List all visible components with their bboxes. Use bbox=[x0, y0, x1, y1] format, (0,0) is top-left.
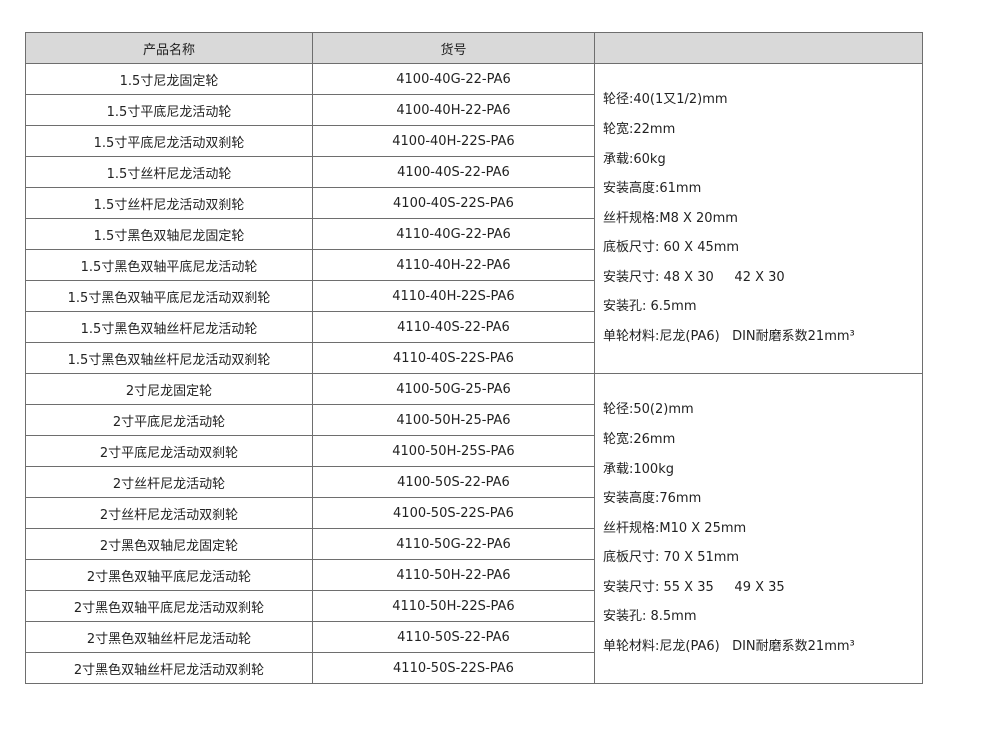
item-code-cell: 4100-50S-22S-PA6 bbox=[312, 497, 595, 529]
spec-line: 承载:100kg bbox=[603, 461, 674, 477]
product-name-cell: 2寸黑色双轴平底尼龙活动双刹轮 bbox=[25, 590, 313, 622]
spec-line: 承载:60kg bbox=[603, 151, 666, 167]
product-name-cell: 2寸黑色双轴丝杆尼龙活动双刹轮 bbox=[25, 652, 313, 684]
table-row: 1.5寸平底尼龙活动双刹轮 4100-40H-22S-PA6 bbox=[25, 125, 923, 157]
item-code-cell: 4100-40S-22S-PA6 bbox=[312, 187, 595, 219]
spec-line: 安装高度:76mm bbox=[603, 491, 702, 507]
item-code-cell: 4110-50H-22-PA6 bbox=[312, 559, 595, 591]
item-code-cell: 4100-50H-25S-PA6 bbox=[312, 435, 595, 467]
product-name-cell: 2寸丝杆尼龙活动双刹轮 bbox=[25, 497, 313, 529]
table-row: 1.5寸黑色双轴丝杆尼龙活动双刹轮 4110-40S-22S-PA6 bbox=[25, 342, 923, 374]
product-name-cell: 2寸尼龙固定轮 bbox=[25, 373, 313, 405]
product-name-cell: 2寸黑色双轴尼龙固定轮 bbox=[25, 528, 313, 560]
item-code-cell: 4100-50H-25-PA6 bbox=[312, 404, 595, 436]
item-code-cell: 4100-40S-22-PA6 bbox=[312, 156, 595, 188]
header-row: 产品名称 货号 bbox=[25, 32, 923, 64]
item-code-cell: 4100-50G-25-PA6 bbox=[312, 373, 595, 405]
product-name-cell: 1.5寸黑色双轴尼龙固定轮 bbox=[25, 218, 313, 250]
spec-cell: 轮径:40(1又1/2)mm 轮宽:22mm 承载:60kg 安装高度:61mm 丝杆规… bbox=[594, 63, 923, 374]
item-code-cell: 4110-50S-22S-PA6 bbox=[312, 652, 595, 684]
spec-line: 丝杆规格:M8 X 20mm bbox=[603, 210, 738, 226]
table-row: 2寸尼龙固定轮 4100-50G-25-PA6 轮径:50(2)mm 轮宽:26mm 承… bbox=[25, 373, 923, 684]
product-name-cell: 1.5寸黑色双轴平底尼龙活动轮 bbox=[25, 249, 313, 281]
item-code-cell: 4110-40G-22-PA6 bbox=[312, 218, 595, 250]
item-code-cell: 4100-40H-22-PA6 bbox=[312, 94, 595, 126]
spec-line: 底板尺寸: 60 X 45mm bbox=[603, 240, 740, 256]
spec-line: 底板尺寸: 70 X 51mm bbox=[603, 550, 740, 566]
spec-line: 安装高度:61mm bbox=[603, 181, 702, 197]
item-code-cell: 4110-40H-22S-PA6 bbox=[312, 280, 595, 312]
table-row: 1.5寸丝杆尼龙活动双刹轮 4100-40S-22S-PA6 bbox=[25, 187, 923, 219]
item-code-cell: 4110-40S-22S-PA6 bbox=[312, 342, 595, 374]
spec-cell: 轮径:50(2)mm 轮宽:26mm 承载:100kg 安装高度:76mm 丝杆规格:M… bbox=[594, 373, 923, 684]
spec-line: 安装孔: 8.5mm bbox=[603, 609, 697, 625]
spec-line: 轮宽:26mm bbox=[603, 431, 676, 447]
table-row: 1.5寸黑色双轴平底尼龙活动双刹轮 4110-40H-22S-PA6 bbox=[25, 280, 923, 312]
item-code-cell: 4110-50G-22-PA6 bbox=[312, 528, 595, 560]
table-row: 1.5寸黑色双轴尼龙固定轮 4110-40G-22-PA6 bbox=[25, 218, 923, 250]
table-row: 1.5寸平底尼龙活动轮 4100-40H-22-PA6 bbox=[25, 94, 923, 126]
item-code-cell: 4100-40G-22-PA6 bbox=[312, 63, 595, 95]
item-code-cell: 4110-50S-22-PA6 bbox=[312, 621, 595, 653]
item-code-cell: 4100-40H-22S-PA6 bbox=[312, 125, 595, 157]
product-name-cell: 1.5寸黑色双轴平底尼龙活动双刹轮 bbox=[25, 280, 313, 312]
spec-line: 丝杆规格:M10 X 25mm bbox=[603, 520, 747, 536]
item-code-cell: 4100-50S-22-PA6 bbox=[312, 466, 595, 498]
spec-line: 轮宽:22mm bbox=[603, 121, 676, 137]
table-row: 2寸黑色双轴丝杆尼龙活动双刹轮 4110-50S-22S-PA6 bbox=[25, 652, 923, 684]
product-name-cell: 1.5寸平底尼龙活动双刹轮 bbox=[25, 125, 313, 157]
spec-line: 安装孔: 6.5mm bbox=[603, 299, 697, 315]
spec-line: 轮径:50(2)mm bbox=[603, 402, 694, 418]
spec-line: 单轮材料:尼龙(PA6) DIN耐磨系数21mm³ bbox=[603, 639, 855, 655]
header-item-code: 货号 bbox=[312, 32, 595, 64]
table-row: 2寸丝杆尼龙活动双刹轮 4100-50S-22S-PA6 bbox=[25, 497, 923, 529]
header-product-name: 产品名称 bbox=[25, 32, 313, 64]
header-spec bbox=[594, 32, 923, 64]
product-name-cell: 2寸丝杆尼龙活动轮 bbox=[25, 466, 313, 498]
table-row: 1.5寸丝杆尼龙活动轮 4100-40S-22-PA6 bbox=[25, 156, 923, 188]
product-name-cell: 2寸平底尼龙活动轮 bbox=[25, 404, 313, 436]
product-name-cell: 2寸黑色双轴平底尼龙活动轮 bbox=[25, 559, 313, 591]
product-name-cell: 1.5寸黑色双轴丝杆尼龙活动轮 bbox=[25, 311, 313, 343]
spec-line: 安装尺寸: 55 X 35 49 X 35 bbox=[603, 579, 785, 595]
table-row: 2寸平底尼龙活动轮 4100-50H-25-PA6 bbox=[25, 404, 923, 436]
table-row: 2寸黑色双轴尼龙固定轮 4110-50G-22-PA6 bbox=[25, 528, 923, 560]
product-name-cell: 1.5寸尼龙固定轮 bbox=[25, 63, 313, 95]
table-row: 1.5寸黑色双轴平底尼龙活动轮 4110-40H-22-PA6 bbox=[25, 249, 923, 281]
spec-line: 轮径:40(1又1/2)mm bbox=[603, 92, 728, 108]
product-table: 产品名称 货号 1.5寸尼龙固定轮 4100-40G-22-PA6 轮径:40(1又… bbox=[25, 32, 923, 684]
table-row: 1.5寸黑色双轴丝杆尼龙活动轮 4110-40S-22-PA6 bbox=[25, 311, 923, 343]
spec-line: 安装尺寸: 48 X 30 42 X 30 bbox=[603, 269, 785, 285]
table-row: 2寸黑色双轴平底尼龙活动轮 4110-50H-22-PA6 bbox=[25, 559, 923, 591]
table-row: 2寸平底尼龙活动双刹轮 4100-50H-25S-PA6 bbox=[25, 435, 923, 467]
product-name-cell: 1.5寸丝杆尼龙活动双刹轮 bbox=[25, 187, 313, 219]
item-code-cell: 4110-50H-22S-PA6 bbox=[312, 590, 595, 622]
product-name-cell: 2寸平底尼龙活动双刹轮 bbox=[25, 435, 313, 467]
product-name-cell: 1.5寸平底尼龙活动轮 bbox=[25, 94, 313, 126]
item-code-cell: 4110-40H-22-PA6 bbox=[312, 249, 595, 281]
product-name-cell: 1.5寸丝杆尼龙活动轮 bbox=[25, 156, 313, 188]
table-row: 2寸丝杆尼龙活动轮 4100-50S-22-PA6 bbox=[25, 466, 923, 498]
spec-line: 单轮材料:尼龙(PA6) DIN耐磨系数21mm³ bbox=[603, 329, 855, 345]
table-row: 2寸黑色双轴丝杆尼龙活动轮 4110-50S-22-PA6 bbox=[25, 621, 923, 653]
product-name-cell: 1.5寸黑色双轴丝杆尼龙活动双刹轮 bbox=[25, 342, 313, 374]
table-row: 2寸黑色双轴平底尼龙活动双刹轮 4110-50H-22S-PA6 bbox=[25, 590, 923, 622]
product-name-cell: 2寸黑色双轴丝杆尼龙活动轮 bbox=[25, 621, 313, 653]
item-code-cell: 4110-40S-22-PA6 bbox=[312, 311, 595, 343]
table-row: 1.5寸尼龙固定轮 4100-40G-22-PA6 轮径:40(1又1/2)mm 轮宽… bbox=[25, 63, 923, 374]
